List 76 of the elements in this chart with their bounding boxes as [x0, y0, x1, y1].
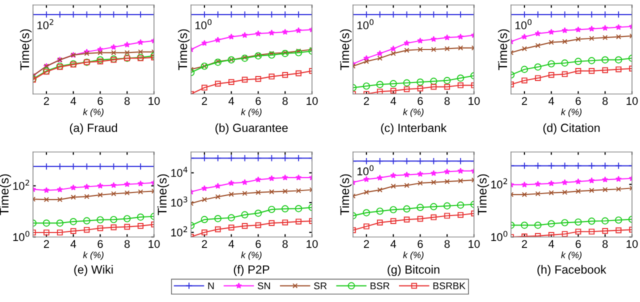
y-axis-title: Time(s) — [477, 174, 490, 216]
y-axis-title: Time(s) — [498, 29, 510, 70]
x-tick-label: 10 — [148, 97, 160, 105]
x-tick-label: 6 — [576, 240, 581, 248]
text: (g) Bitcoin — [388, 265, 440, 276]
y-axis-title: Time(s) — [340, 174, 352, 216]
annotation: 10$^{0}$ — [357, 19, 374, 30]
annotation: 10$^{2}$ — [37, 19, 54, 30]
text: (d) Citation — [543, 123, 600, 134]
x-tick-label: 2 — [44, 240, 49, 248]
annotation: 10$^{0}$ — [195, 19, 212, 30]
x-tick-label: 4 — [228, 240, 234, 248]
x-axis-title: k (%) — [83, 108, 104, 117]
x-tick-label: 2 — [522, 97, 527, 105]
y-tick-label: 10$^{4}$ — [171, 166, 188, 177]
annotation: 10$^{0}$ — [357, 165, 374, 176]
legend-label: N — [208, 282, 214, 290]
y-tick-label: 10$^{2}$ — [171, 226, 188, 236]
x-tick-label: 6 — [256, 97, 261, 105]
y-axis-title: Time(s) — [157, 174, 170, 216]
legend-label: SR — [314, 282, 327, 290]
y-axis-title: Time(s) — [178, 29, 190, 70]
x-axis-title: k (%) — [561, 252, 582, 260]
x-tick-label: 4 — [548, 240, 554, 248]
text: (h) Facebook — [537, 265, 606, 276]
x-axis-title: k (%) — [241, 108, 262, 117]
x-axis-title: k (%) — [403, 108, 424, 117]
x-tick-label: 6 — [576, 97, 581, 105]
x-tick-label: 8 — [124, 240, 130, 248]
y-axis-title: Time(s) — [340, 29, 352, 70]
text: (e) Wiki — [74, 265, 113, 276]
x-tick-label: 8 — [602, 97, 608, 105]
legend-label: BSR — [370, 282, 390, 290]
legend-label: SN — [258, 282, 270, 290]
x-tick-label: 10 — [468, 97, 480, 105]
x-tick-label: 8 — [602, 240, 608, 248]
x-tick-label: 6 — [98, 97, 103, 105]
x-tick-label: 6 — [98, 240, 103, 248]
x-tick-label: 4 — [70, 240, 76, 248]
x-tick-label: 8 — [444, 97, 450, 105]
x-tick-label: 10 — [468, 240, 480, 248]
x-tick-label: 10 — [306, 97, 318, 105]
y-tick-label: 10$^{3}$ — [171, 196, 188, 207]
x-tick-label: 6 — [418, 240, 423, 248]
text: (c) Interbank — [381, 123, 447, 134]
x-tick-label: 10 — [306, 240, 318, 248]
x-tick-label: 4 — [70, 97, 76, 105]
x-tick-label: 4 — [228, 97, 234, 105]
x-tick-label: 2 — [364, 240, 369, 248]
x-tick-label: 8 — [124, 97, 130, 105]
x-tick-label: 2 — [522, 240, 527, 248]
x-tick-label: 8 — [282, 97, 288, 105]
x-tick-label: 10 — [626, 240, 638, 248]
x-tick-label: 2 — [44, 97, 49, 105]
x-tick-label: 8 — [444, 240, 450, 248]
text: (f) P2P — [234, 265, 270, 276]
x-tick-label: 8 — [282, 240, 288, 248]
text: (a) Fraud — [70, 123, 118, 134]
x-axis-title: k (%) — [561, 108, 582, 117]
x-tick-label: 2 — [202, 240, 207, 248]
x-tick-label: 10 — [148, 240, 160, 248]
x-tick-label: 2 — [364, 97, 369, 105]
x-tick-label: 4 — [390, 97, 396, 105]
x-tick-label: 10 — [626, 97, 638, 105]
x-axis-title: k (%) — [403, 252, 424, 260]
x-tick-label: 6 — [256, 240, 261, 248]
annotation: 10$^{0}$ — [515, 19, 532, 30]
legend-label: BSRBK — [433, 282, 466, 290]
text: (b) Guarantee — [215, 123, 288, 134]
x-axis-title: k (%) — [83, 252, 104, 260]
x-axis-title: k (%) — [241, 252, 262, 260]
y-axis-title: Time(s) — [20, 29, 32, 70]
x-tick-label: 2 — [202, 97, 207, 105]
x-tick-label: 6 — [418, 97, 423, 105]
x-tick-label: 4 — [390, 240, 396, 248]
x-tick-label: 4 — [548, 97, 554, 105]
